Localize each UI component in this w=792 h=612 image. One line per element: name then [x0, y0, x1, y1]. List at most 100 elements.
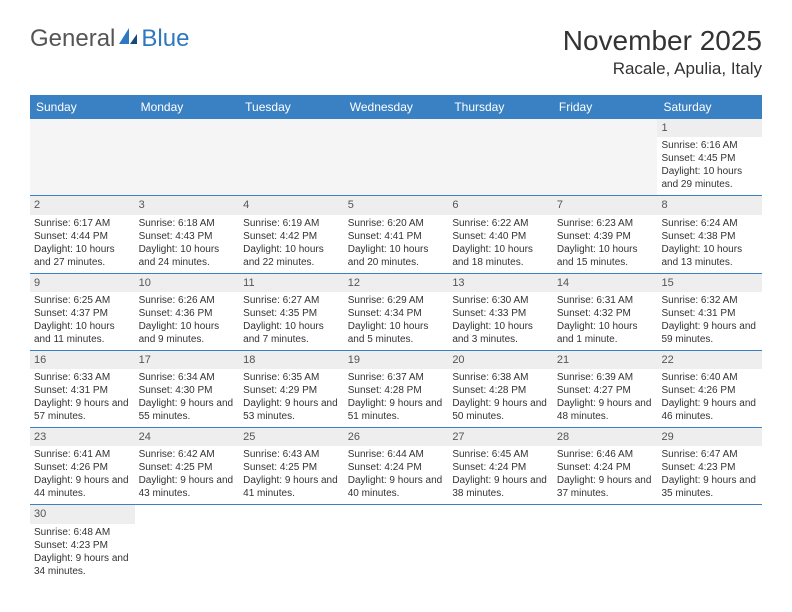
daylight-text: Daylight: 10 hours and 20 minutes.: [348, 243, 445, 269]
daylight-text: Daylight: 10 hours and 13 minutes.: [661, 243, 758, 269]
day-number: 18: [239, 351, 344, 369]
day-cell: 9Sunrise: 6:25 AMSunset: 4:37 PMDaylight…: [30, 274, 135, 350]
day-header-cell: Wednesday: [344, 95, 449, 119]
empty-cell: [448, 119, 553, 195]
sunset-text: Sunset: 4:24 PM: [557, 461, 654, 474]
day-cell: 29Sunrise: 6:47 AMSunset: 4:23 PMDayligh…: [657, 428, 762, 504]
sunset-text: Sunset: 4:30 PM: [139, 384, 236, 397]
daylight-text: Daylight: 10 hours and 11 minutes.: [34, 320, 131, 346]
sunset-text: Sunset: 4:28 PM: [452, 384, 549, 397]
sunrise-text: Sunrise: 6:46 AM: [557, 448, 654, 461]
daylight-text: Daylight: 10 hours and 27 minutes.: [34, 243, 131, 269]
sunset-text: Sunset: 4:26 PM: [661, 384, 758, 397]
header: General Blue November 2025 Racale, Apuli…: [0, 0, 792, 87]
sunrise-text: Sunrise: 6:34 AM: [139, 371, 236, 384]
week-row: 9Sunrise: 6:25 AMSunset: 4:37 PMDaylight…: [30, 274, 762, 351]
sunset-text: Sunset: 4:27 PM: [557, 384, 654, 397]
daylight-text: Daylight: 10 hours and 9 minutes.: [139, 320, 236, 346]
sunrise-text: Sunrise: 6:18 AM: [139, 217, 236, 230]
sunrise-text: Sunrise: 6:22 AM: [452, 217, 549, 230]
logo-text-1: General: [30, 25, 115, 53]
empty-cell: [448, 505, 553, 581]
empty-cell: [135, 119, 240, 195]
sunrise-text: Sunrise: 6:32 AM: [661, 294, 758, 307]
day-number: 22: [657, 351, 762, 369]
day-cell: 12 Sunrise: 6:29 AMSunset: 4:34 PMDayligh…: [344, 274, 449, 350]
daylight-text: Daylight: 9 hours and 51 minutes.: [348, 397, 445, 423]
day-cell: 5Sunrise: 6:20 AMSunset: 4:41 PMDaylight…: [344, 196, 449, 272]
daylight-text: Daylight: 9 hours and 37 minutes.: [557, 474, 654, 500]
daylight-text: Daylight: 9 hours and 41 minutes.: [243, 474, 340, 500]
day-cell: 19Sunrise: 6:37 AMSunset: 4:28 PMDayligh…: [344, 351, 449, 427]
day-cell: 18Sunrise: 6:35 AMSunset: 4:29 PMDayligh…: [239, 351, 344, 427]
daylight-text: Daylight: 10 hours and 7 minutes.: [243, 320, 340, 346]
sunrise-text: Sunrise: 6:16 AM: [661, 139, 758, 152]
day-cell: 11Sunrise: 6:27 AMSunset: 4:35 PMDayligh…: [239, 274, 344, 350]
sunset-text: Sunset: 4:25 PM: [243, 461, 340, 474]
empty-cell: [30, 119, 135, 195]
sunset-text: Sunset: 4:34 PM: [348, 307, 445, 320]
day-cell: 13Sunrise: 6:30 AMSunset: 4:33 PMDayligh…: [448, 274, 553, 350]
week-row: 30Sunrise: 6:48 AMSunset: 4:23 PMDayligh…: [30, 505, 762, 581]
sunset-text: Sunset: 4:33 PM: [452, 307, 549, 320]
day-number: 6: [448, 196, 553, 214]
sunrise-text: Sunrise: 6:30 AM: [452, 294, 549, 307]
empty-cell: [239, 119, 344, 195]
sunrise-text: Sunrise: 6:20 AM: [348, 217, 445, 230]
day-number: 5: [344, 196, 449, 214]
sunset-text: Sunset: 4:39 PM: [557, 230, 654, 243]
day-number: 12: [344, 274, 449, 292]
sunrise-text: Sunrise: 6:31 AM: [557, 294, 654, 307]
sunset-text: Sunset: 4:43 PM: [139, 230, 236, 243]
sunset-text: Sunset: 4:25 PM: [139, 461, 236, 474]
day-number: 30: [30, 505, 135, 523]
weeks-container: 1Sunrise: 6:16 AMSunset: 4:45 PMDaylight…: [30, 119, 762, 582]
day-cell: 15Sunrise: 6:32 AMSunset: 4:31 PMDayligh…: [657, 274, 762, 350]
daylight-text: Daylight: 10 hours and 1 minute.: [557, 320, 654, 346]
sunset-text: Sunset: 4:31 PM: [34, 384, 131, 397]
sunrise-text: Sunrise: 6:38 AM: [452, 371, 549, 384]
sunrise-text: Sunrise: 6:42 AM: [139, 448, 236, 461]
sunrise-text: Sunrise: 6:41 AM: [34, 448, 131, 461]
sunset-text: Sunset: 4:26 PM: [34, 461, 131, 474]
day-number: 8: [657, 196, 762, 214]
day-cell: 3Sunrise: 6:18 AMSunset: 4:43 PMDaylight…: [135, 196, 240, 272]
sunrise-text: Sunrise: 6:44 AM: [348, 448, 445, 461]
daylight-text: Daylight: 10 hours and 15 minutes.: [557, 243, 654, 269]
day-number: 28: [553, 428, 658, 446]
daylight-text: Daylight: 10 hours and 5 minutes.: [348, 320, 445, 346]
day-cell: 4Sunrise: 6:19 AMSunset: 4:42 PMDaylight…: [239, 196, 344, 272]
sunrise-text: Sunrise: 6:23 AM: [557, 217, 654, 230]
sunset-text: Sunset: 4:23 PM: [661, 461, 758, 474]
day-cell: 16Sunrise: 6:33 AMSunset: 4:31 PMDayligh…: [30, 351, 135, 427]
daylight-text: Daylight: 9 hours and 50 minutes.: [452, 397, 549, 423]
sunset-text: Sunset: 4:38 PM: [661, 230, 758, 243]
month-title: November 2025: [563, 25, 762, 57]
empty-cell: [344, 505, 449, 581]
sunrise-text: Sunrise: 6:37 AM: [348, 371, 445, 384]
sunrise-text: Sunrise: 6:39 AM: [557, 371, 654, 384]
sunset-text: Sunset: 4:42 PM: [243, 230, 340, 243]
day-cell: 14Sunrise: 6:31 AMSunset: 4:32 PMDayligh…: [553, 274, 658, 350]
sunrise-text: Sunrise: 6:47 AM: [661, 448, 758, 461]
daylight-text: Daylight: 9 hours and 44 minutes.: [34, 474, 131, 500]
day-cell: 22Sunrise: 6:40 AMSunset: 4:26 PMDayligh…: [657, 351, 762, 427]
daylight-text: Daylight: 9 hours and 43 minutes.: [139, 474, 236, 500]
day-number: 21: [553, 351, 658, 369]
day-number: 2: [30, 196, 135, 214]
day-cell: 21Sunrise: 6:39 AMSunset: 4:27 PMDayligh…: [553, 351, 658, 427]
week-row: 1Sunrise: 6:16 AMSunset: 4:45 PMDaylight…: [30, 119, 762, 196]
day-number: 17: [135, 351, 240, 369]
day-cell: 28 Sunrise: 6:46 AMSunset: 4:24 PMDayligh…: [553, 428, 658, 504]
sunset-text: Sunset: 4:45 PM: [661, 152, 758, 165]
day-cell: 26Sunrise: 6:44 AMSunset: 4:24 PMDayligh…: [344, 428, 449, 504]
day-header-cell: Thursday: [448, 95, 553, 119]
day-cell: 24Sunrise: 6:42 AMSunset: 4:25 PMDayligh…: [135, 428, 240, 504]
title-block: November 2025 Racale, Apulia, Italy: [563, 25, 762, 79]
daylight-text: Daylight: 9 hours and 57 minutes.: [34, 397, 131, 423]
day-header-cell: Friday: [553, 95, 658, 119]
sunrise-text: Sunrise: 6:29 AM: [348, 294, 445, 307]
day-cell: 2Sunrise: 6:17 AMSunset: 4:44 PMDaylight…: [30, 196, 135, 272]
empty-cell: [553, 119, 658, 195]
day-number: 11: [239, 274, 344, 292]
